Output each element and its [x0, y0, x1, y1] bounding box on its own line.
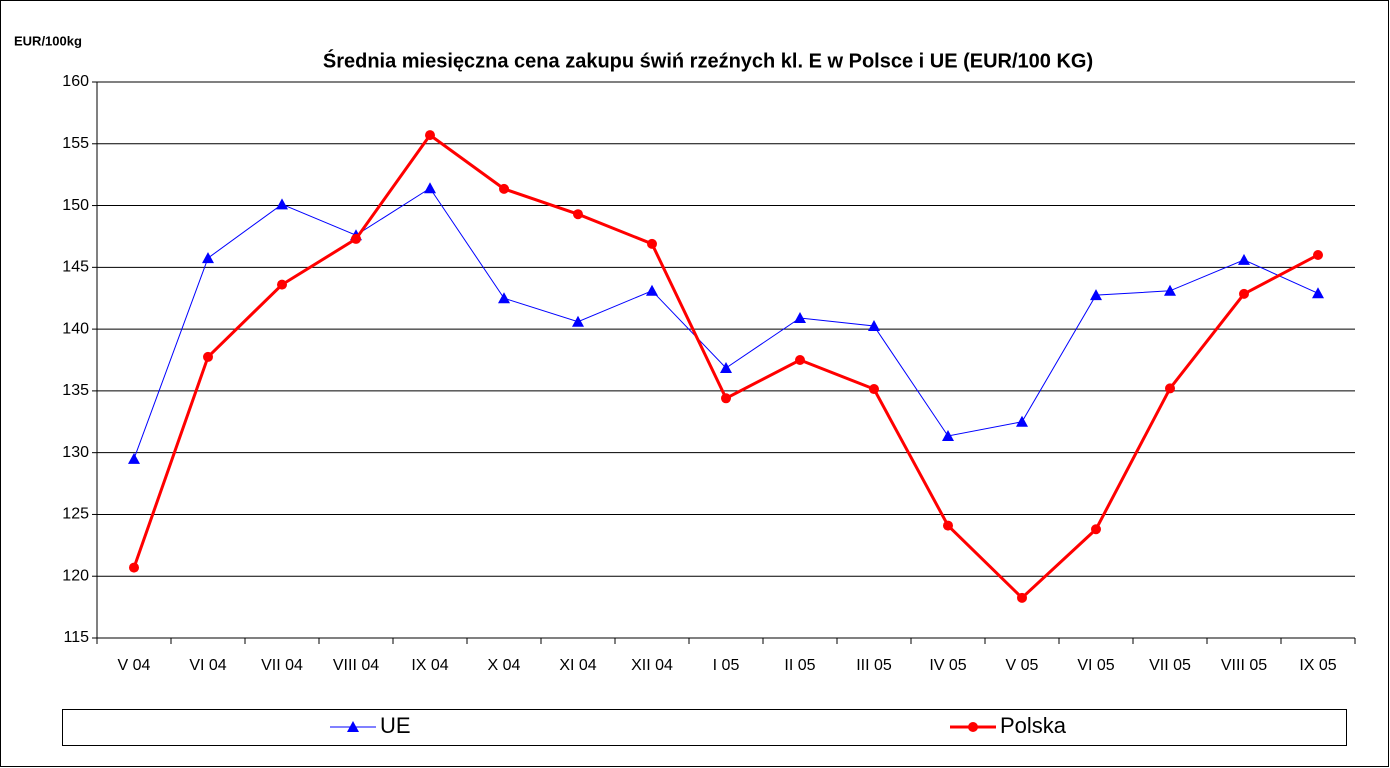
marker	[424, 182, 436, 194]
marker	[943, 520, 953, 531]
x-tick-label: V 04	[118, 657, 151, 674]
marker	[1016, 415, 1028, 427]
marker	[276, 198, 288, 210]
y-tick-label: 120	[62, 567, 89, 584]
x-tick-label: VII 05	[1149, 657, 1191, 674]
series-line	[133, 187, 1319, 460]
marker	[646, 284, 658, 296]
y-axis-label: EUR/100kg	[14, 33, 82, 48]
marker	[498, 292, 510, 304]
marker	[499, 183, 509, 194]
x-tick-label: VI 05	[1077, 657, 1114, 674]
y-tick-label: 155	[62, 135, 89, 152]
legend-label: Polska	[1000, 713, 1067, 738]
marker	[1313, 249, 1323, 260]
marker	[347, 721, 359, 732]
x-tick-label: X 04	[488, 657, 521, 674]
x-tick-label: III 05	[856, 657, 892, 674]
marker	[795, 355, 805, 365]
x-tick-label: V 05	[1006, 657, 1039, 674]
y-tick-label: 150	[62, 197, 89, 214]
marker	[720, 362, 732, 374]
marker	[968, 722, 978, 732]
x-tick-label: IX 05	[1299, 657, 1336, 674]
marker	[202, 252, 214, 264]
y-tick-label: 130	[62, 444, 89, 461]
marker	[794, 311, 806, 323]
marker	[1090, 289, 1102, 301]
x-tick-label: VI 04	[189, 657, 226, 674]
marker	[1239, 288, 1249, 299]
x-tick-label: VIII 04	[333, 657, 379, 674]
y-tick-label: 125	[62, 506, 89, 523]
y-tick-label: 140	[62, 320, 89, 337]
marker	[129, 562, 139, 573]
marker	[573, 209, 583, 220]
x-tick-label: VIII 05	[1221, 657, 1267, 674]
x-tick-label: XI 04	[559, 657, 596, 674]
marker	[425, 130, 435, 141]
marker	[351, 233, 361, 244]
marker	[868, 320, 880, 332]
marker	[942, 429, 954, 441]
marker	[277, 279, 287, 290]
y-tick-label: 160	[62, 73, 89, 90]
marker	[128, 452, 140, 464]
x-tick-label: IV 05	[929, 657, 966, 674]
marker	[1164, 284, 1176, 296]
marker	[1312, 287, 1324, 299]
legend-label: UE	[380, 713, 411, 738]
y-tick-label: 115	[63, 629, 89, 646]
x-tick-label: I 05	[713, 657, 740, 674]
y-tick-label: 145	[62, 259, 89, 276]
marker	[647, 238, 657, 249]
marker	[721, 393, 731, 404]
marker	[203, 351, 213, 362]
x-tick-label: VII 04	[261, 657, 303, 674]
y-tick-label: 135	[62, 382, 89, 399]
marker	[1165, 383, 1175, 394]
legend-box	[62, 709, 1347, 746]
marker	[1238, 253, 1250, 265]
x-tick-label: IX 04	[411, 657, 448, 674]
marker	[1017, 592, 1027, 603]
marker	[1091, 524, 1101, 535]
chart-title: Średnia miesięczna cena zakupu świń rzeź…	[323, 48, 1093, 72]
marker	[572, 315, 584, 327]
x-tick-label: II 05	[784, 657, 815, 674]
marker	[869, 384, 879, 395]
x-tick-label: XII 04	[631, 657, 673, 674]
